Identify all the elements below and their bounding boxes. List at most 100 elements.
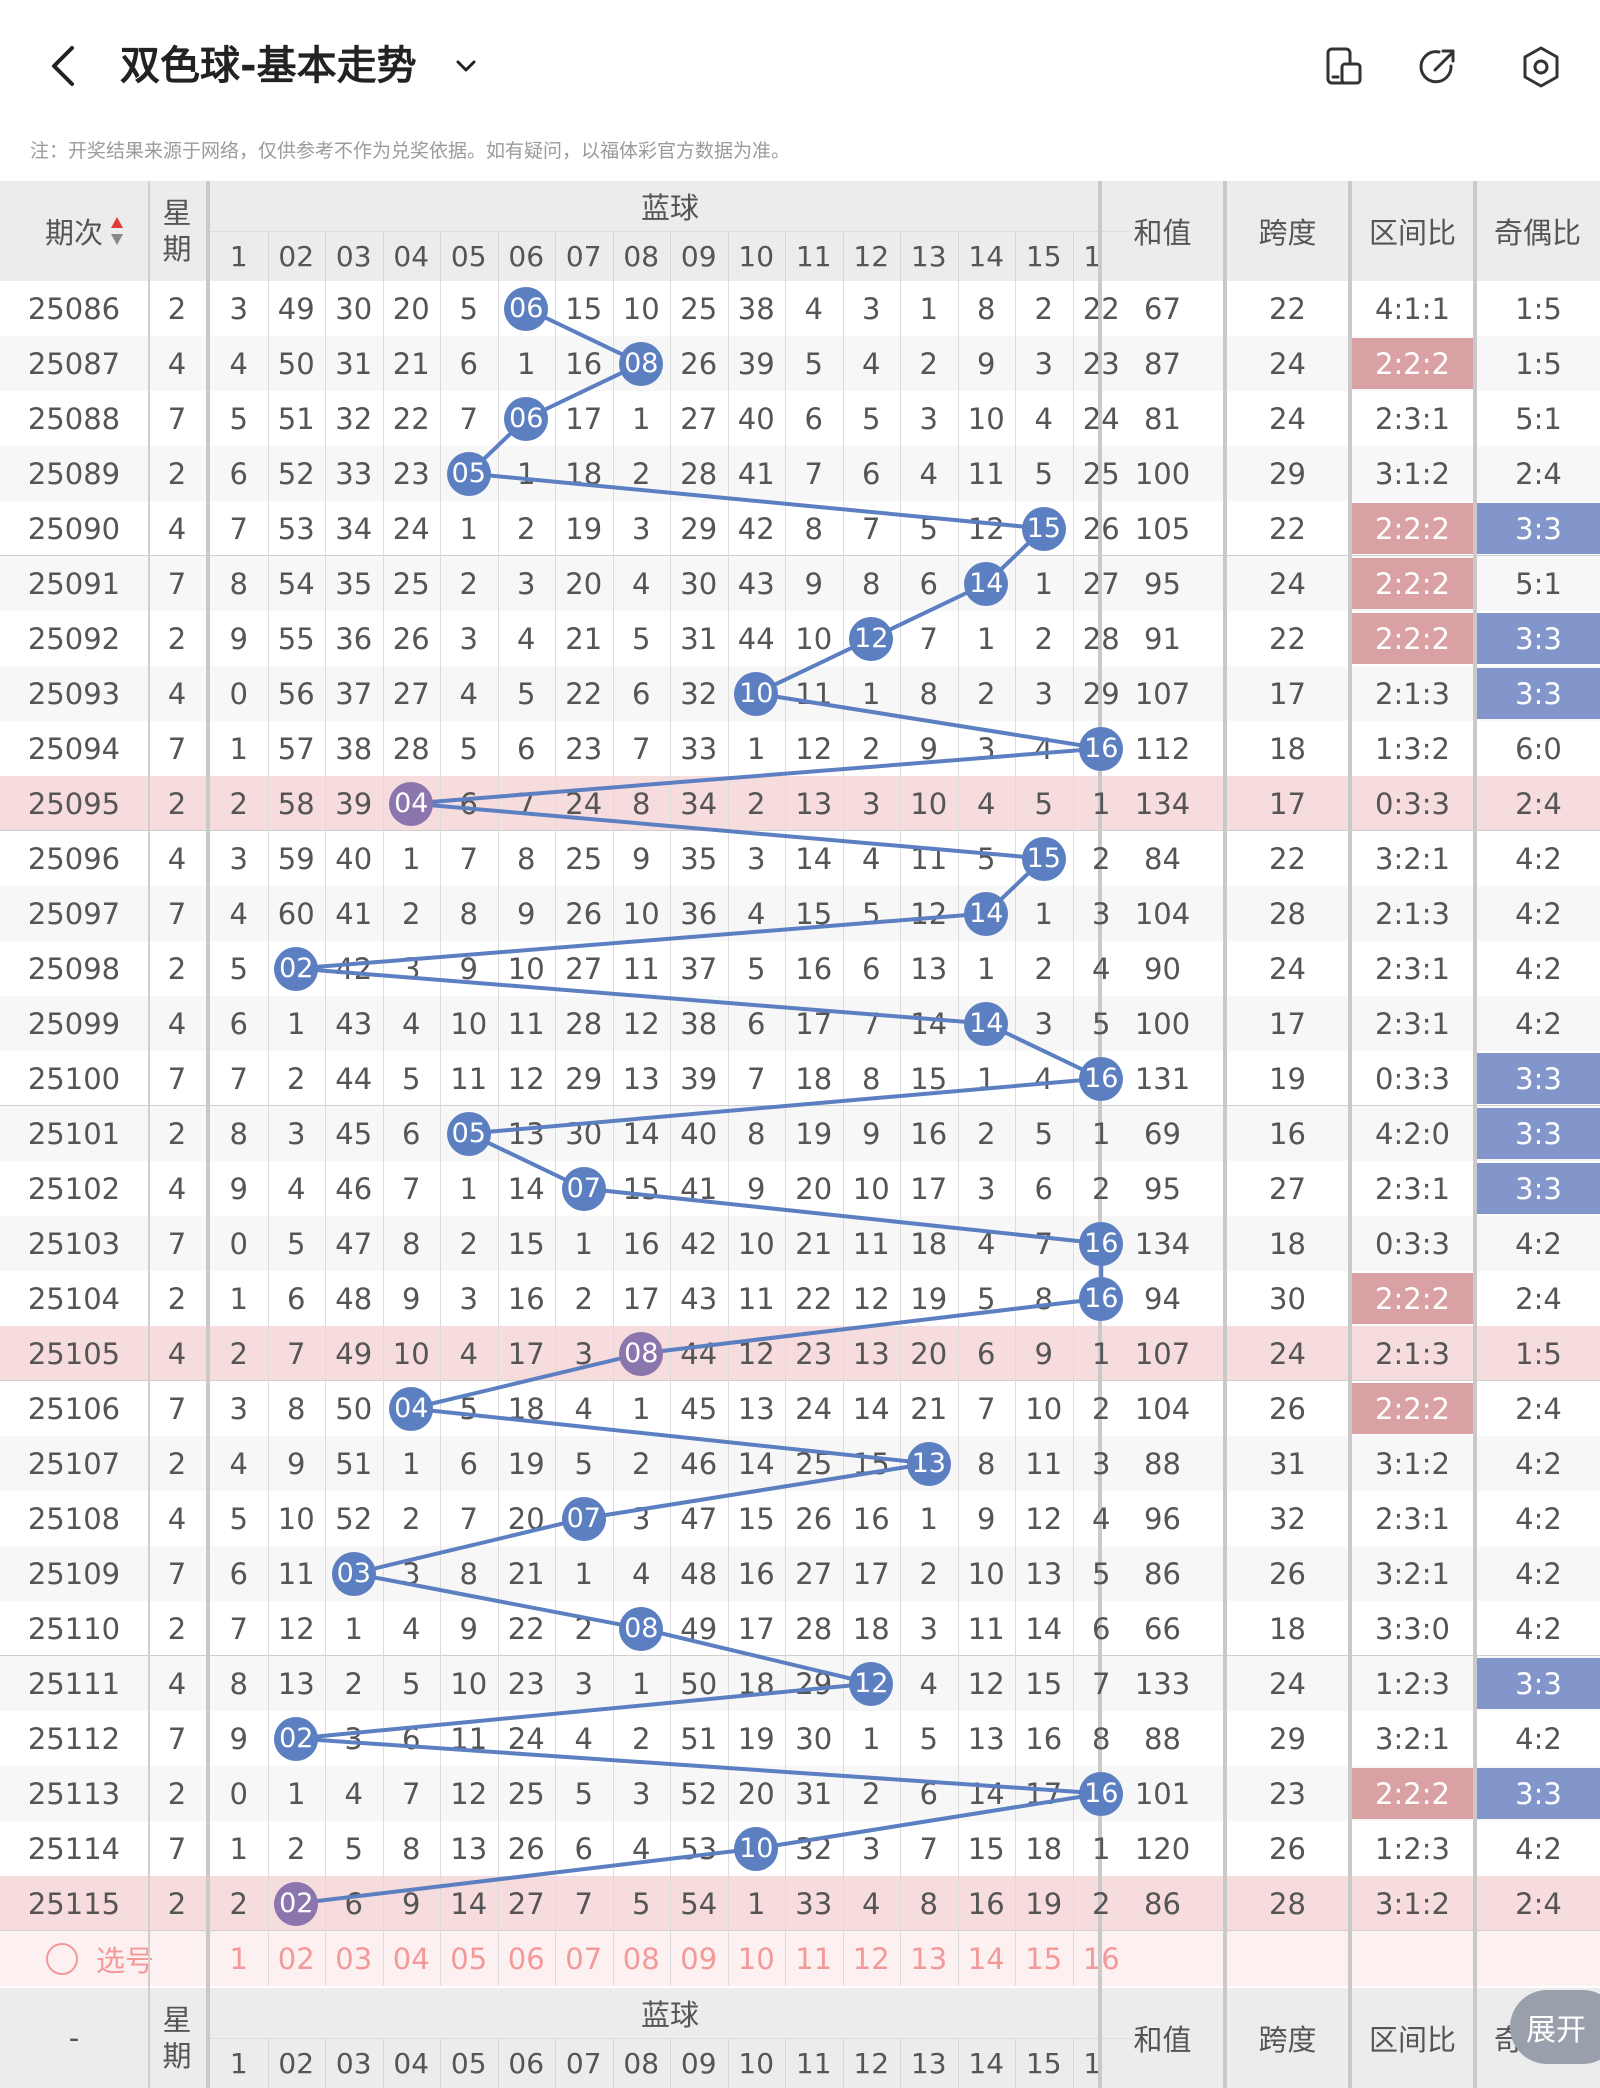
blue-number-cell: 2 [919,1556,938,1591]
weekday-cell: 2 [167,1611,187,1646]
blue-number-cell: 15 [737,1501,775,1536]
pick-number[interactable]: 07 [565,1941,603,1976]
blue-number-cell: 14 [852,1391,890,1426]
column-divider [842,2038,844,2088]
blue-number-cell: 34 [335,511,373,546]
blue-number-cell: 23 [795,1336,833,1371]
settings-icon[interactable] [1518,44,1564,90]
back-arrow-icon[interactable] [44,42,84,90]
blue-number-cell: 3 [344,1721,363,1756]
weekday-cell: 7 [167,1391,187,1426]
footer-blue-number-header: 06 [497,2038,555,2088]
blue-number-cell: 12 [852,1281,890,1316]
blue-ball: 15 [1021,836,1066,881]
blue-number-cell: 42 [680,1226,718,1261]
pick-label[interactable]: 选号 [96,1943,155,1978]
blue-number-cell: 7 [574,1886,593,1921]
sort-icon[interactable] [110,215,124,247]
pick-number[interactable]: 05 [450,1941,488,1976]
pick-number[interactable]: 08 [622,1941,660,1976]
blue-number-cell: 2 [632,456,651,491]
blue-number-cell: 43 [680,1281,718,1316]
blue-number-cell: 30 [565,1116,603,1151]
zone-ratio-cell: 2:2:2 [1352,1383,1473,1434]
sum-cell: 133 [1134,1666,1191,1701]
pick-number[interactable]: 11 [795,1941,833,1976]
blue-number-header: 13 [900,231,958,281]
weekday-cell: 4 [167,1501,187,1536]
column-divider [382,231,384,281]
zone-ratio-cell: 2:1:3 [1375,1336,1450,1371]
blue-number-cell: 39 [680,1061,718,1096]
parity-ratio-cell: 4:2 [1515,1721,1562,1756]
blue-ball: 16 [1079,1276,1124,1321]
blue-number-cell: 34 [680,786,718,821]
blue-number-cell: 36 [335,621,373,656]
share-icon[interactable] [1415,44,1461,90]
pick-number[interactable]: 02 [277,1941,315,1976]
blue-number-cell: 1 [1092,1116,1111,1151]
pick-number[interactable]: 09 [680,1941,718,1976]
zone-ratio-cell: 3:2:1 [1375,1556,1450,1591]
parity-ratio-cell: 5:1 [1515,566,1562,601]
blue-ball: 10 [734,1826,779,1871]
footer-blue-number-header: 02 [267,2038,325,2088]
pick-number[interactable]: 12 [852,1941,890,1976]
blue-number-cell: 4 [1034,401,1053,436]
pick-number[interactable]: 04 [392,1941,430,1976]
parity-ratio-cell: 3:3 [1477,668,1600,719]
blue-number-cell: 5 [574,1776,593,1811]
blue-number-cell: 44 [737,621,775,656]
sum-cell: 134 [1134,1226,1191,1261]
blue-number-cell: 2 [1034,951,1053,986]
blue-number-cell: 6 [459,786,478,821]
pick-number[interactable]: 06 [507,1941,545,1976]
blue-number-cell: 7 [862,1006,881,1041]
blue-number-cell: 3 [229,1391,248,1426]
pick-circle-icon[interactable] [46,1943,78,1975]
blue-number-cell: 12 [507,1061,545,1096]
blue-number-cell: 20 [392,291,430,326]
expand-button[interactable]: 展开 [1510,1990,1600,2064]
pick-number[interactable]: 10 [737,1941,775,1976]
footer-blue-number-header: 13 [900,2038,958,2088]
blue-number-cell: 17 [1025,1776,1063,1811]
column-divider [612,2038,614,2088]
weekday-cell: 7 [167,1226,187,1261]
zone-header: 区间比 [1350,181,1475,281]
blue-number-cell: 26 [680,346,718,381]
column-divider [842,231,844,281]
parity-ratio-cell: 3:3 [1477,1163,1600,1214]
weekday-header-bottom: 期 [162,232,192,266]
blue-ball: 05 [446,1111,491,1156]
blue-number-cell: 2 [1092,1886,1111,1921]
pick-number[interactable]: 13 [910,1941,948,1976]
blue-number-cell: 1 [919,1501,938,1536]
blue-number-cell: 2 [632,1446,651,1481]
period-cell: 25106 [27,1391,121,1426]
blue-number-cell: 6 [632,676,651,711]
blue-number-cell: 12 [1025,1501,1063,1536]
pick-number[interactable]: 15 [1025,1941,1063,1976]
pick-number[interactable]: 14 [967,1941,1005,1976]
chevron-down-icon[interactable] [452,52,480,80]
blue-number-cell: 9 [229,1171,248,1206]
pick-number[interactable]: 1 [229,1941,248,1976]
blue-number-cell: 7 [1092,1666,1111,1701]
zone-ratio-cell: 2:3:1 [1375,951,1450,986]
period-cell: 25101 [27,1116,121,1151]
layout-toggle-icon[interactable] [1320,44,1366,90]
column-divider [1223,181,1227,2088]
blue-ball: 16 [1079,1771,1124,1816]
blue-number-cell: 47 [335,1226,373,1261]
pick-number[interactable]: 03 [335,1941,373,1976]
blue-number-cell: 50 [277,346,315,381]
parity-ratio-cell: 4:2 [1515,951,1562,986]
blue-number-cell: 8 [229,1116,248,1151]
weekday-cell: 2 [167,1776,187,1811]
header-divider [210,231,1130,232]
blue-number-header: 05 [440,231,498,281]
parity-ratio-cell: 4:2 [1515,1501,1562,1536]
blue-number-cell: 2 [459,566,478,601]
blue-number-cell: 8 [632,786,651,821]
